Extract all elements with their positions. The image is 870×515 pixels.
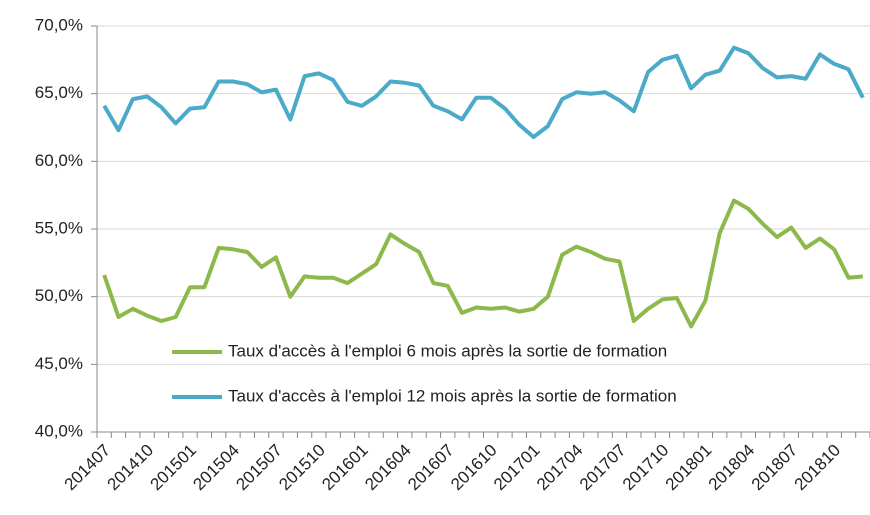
x-tick-label: 201410 bbox=[104, 441, 158, 495]
x-tick-label: 201510 bbox=[275, 441, 329, 495]
y-tick-label: 55,0% bbox=[35, 218, 83, 237]
x-tick-label: 201607 bbox=[404, 441, 458, 495]
x-tick-label: 201604 bbox=[361, 441, 415, 495]
y-tick-label: 45,0% bbox=[35, 354, 83, 373]
x-tick-label: 201807 bbox=[748, 441, 802, 495]
x-tick-label: 201504 bbox=[189, 441, 243, 495]
x-tick-label: 201801 bbox=[662, 441, 716, 495]
x-tick-label: 201810 bbox=[791, 441, 845, 495]
legend-label: Taux d'accès à l'emploi 6 mois après la … bbox=[228, 341, 667, 360]
x-tick-label: 201710 bbox=[619, 441, 673, 495]
series-line bbox=[102, 45, 865, 139]
y-tick-label: 50,0% bbox=[35, 286, 83, 305]
x-tick-label: 201701 bbox=[490, 441, 544, 495]
y-tick-label: 70,0% bbox=[35, 15, 83, 34]
x-tick-label: 201507 bbox=[232, 441, 286, 495]
legend-label: Taux d'accès à l'emploi 12 mois après la… bbox=[228, 386, 677, 405]
y-tick-label: 40,0% bbox=[35, 421, 83, 440]
x-tick-label: 201407 bbox=[61, 441, 115, 495]
x-tick-label: 201610 bbox=[447, 441, 501, 495]
y-tick-label: 60,0% bbox=[35, 151, 83, 170]
x-tick-label: 201707 bbox=[576, 441, 630, 495]
x-tick-label: 201704 bbox=[533, 441, 587, 495]
x-tick-label: 201804 bbox=[705, 441, 759, 495]
x-tick-label: 201601 bbox=[318, 441, 372, 495]
x-tick-label: 201501 bbox=[146, 441, 200, 495]
y-tick-label: 65,0% bbox=[35, 83, 83, 102]
series-line bbox=[102, 198, 863, 329]
